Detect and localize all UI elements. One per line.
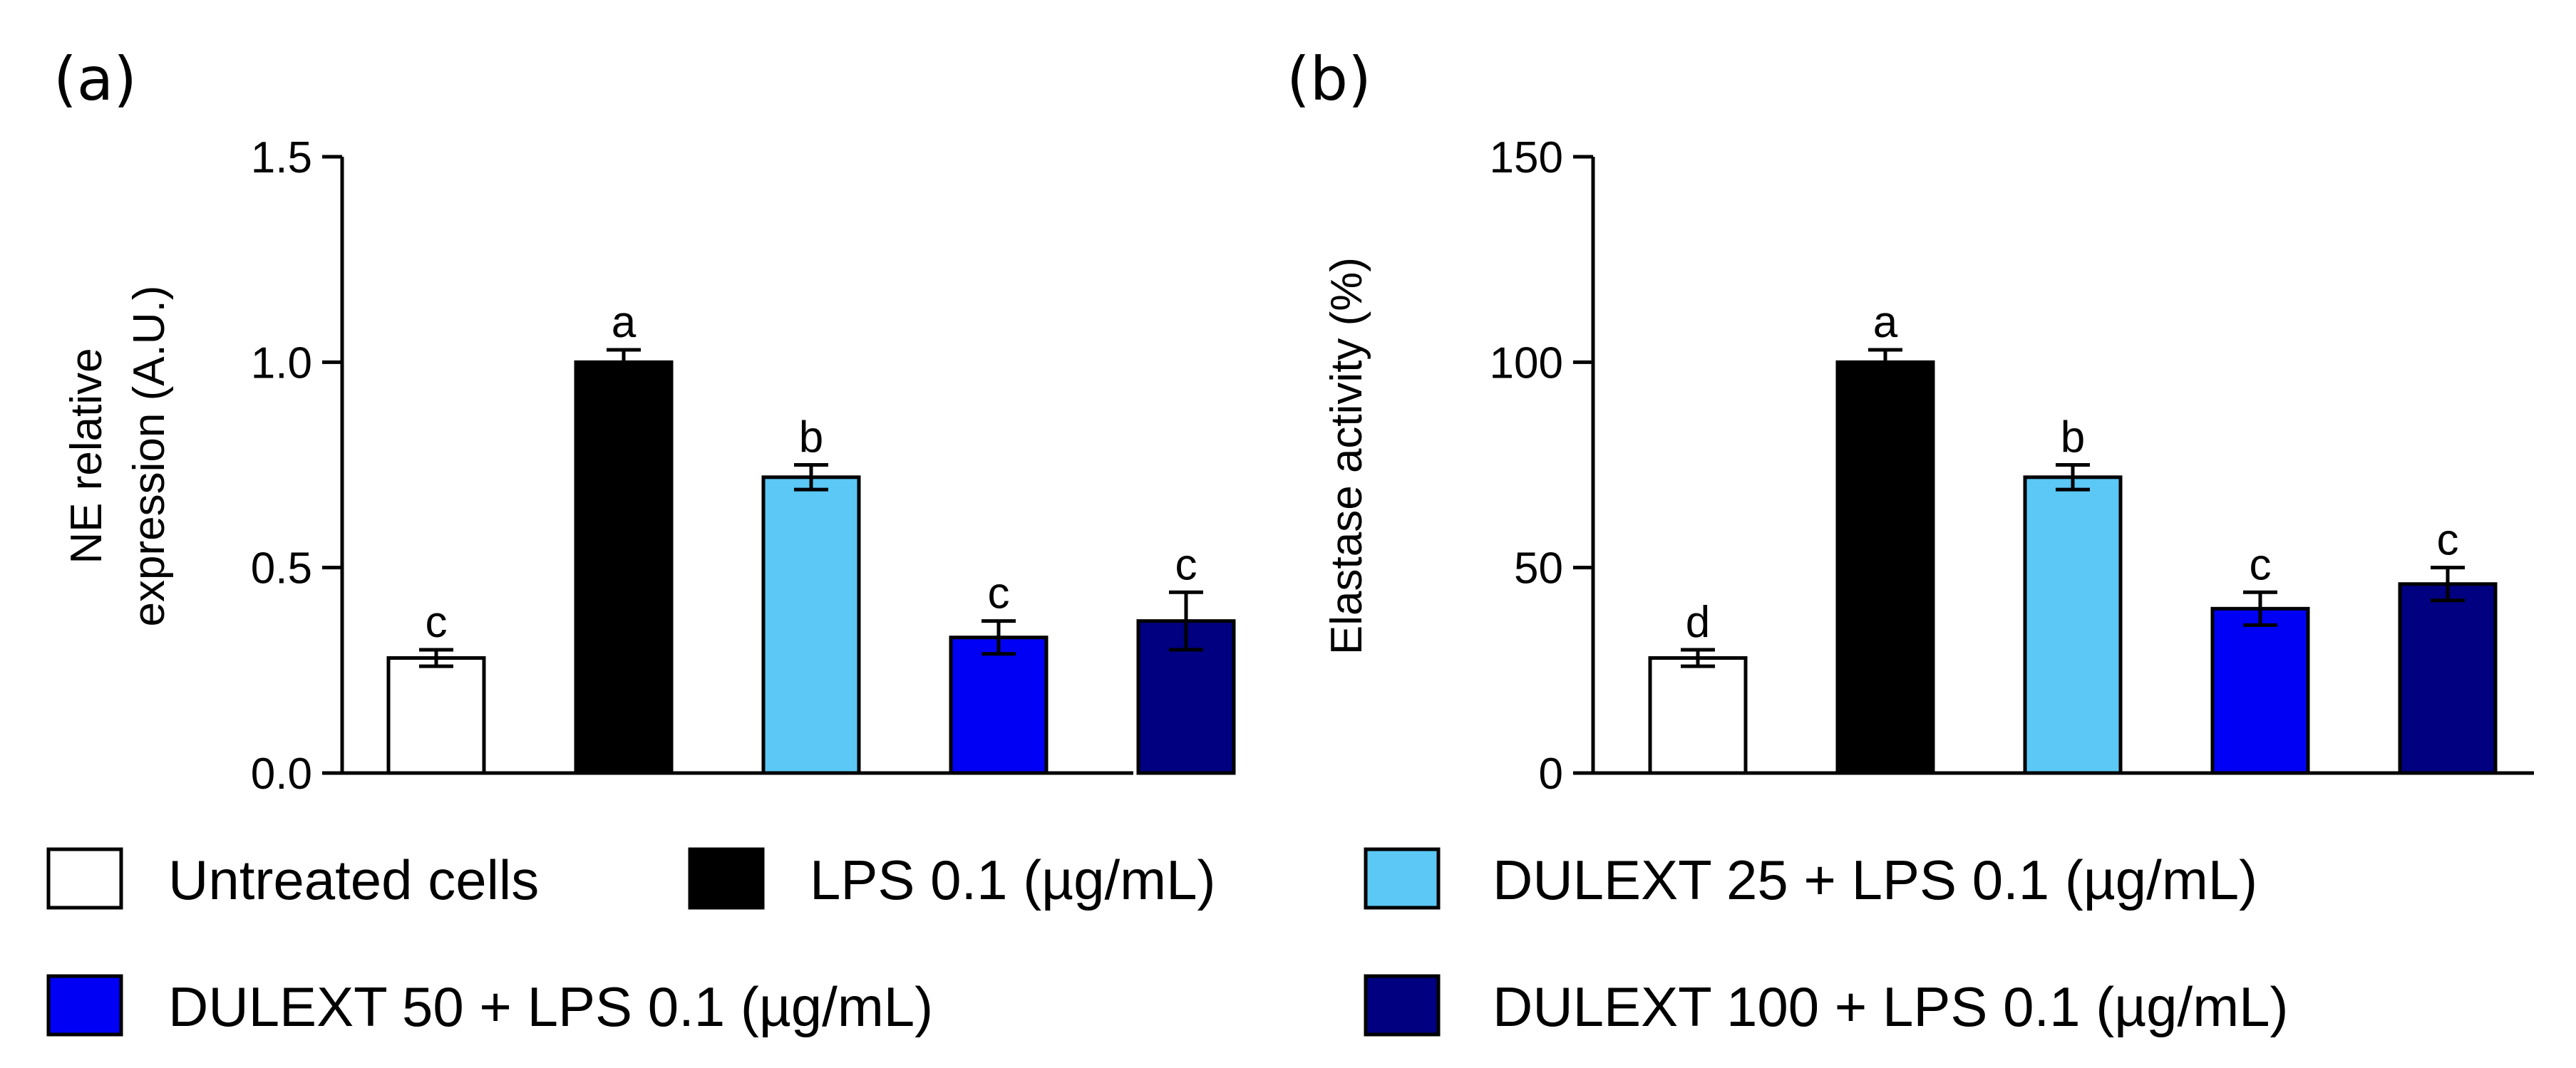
significance-label: a [1873,298,1898,347]
significance-label: c [2437,516,2459,565]
bar [1835,360,1935,775]
legend-label: LPS 0.1 (µg/mL) [810,849,1216,911]
significance-label: a [612,298,637,347]
y-tick-label: 1.0 [251,338,312,388]
legend-label: DULEXT 100 + LPS 0.1 (µg/mL) [1493,975,2289,1038]
bar-group-3: b [761,413,861,775]
bar [1648,656,1748,775]
bar-group-4: c [949,569,1049,775]
y-tick-label: 0 [1539,750,1563,799]
bar [1136,619,1236,775]
bars-group: d a b c c [1648,298,2498,775]
bar-group-1: d [1648,598,1748,775]
legend-label: DULEXT 50 + LPS 0.1 (µg/mL) [168,975,933,1038]
legend-swatch [1364,847,1441,910]
legend-swatch [46,847,123,910]
significance-label: b [799,413,823,462]
y-axis-ticks: 0 50 100 150 [1490,133,1593,799]
y-axis-ticks: 0.0 0.5 1.0 1.5 [251,133,342,799]
bar-group-2: a [1835,298,1935,775]
y-tick-label: 150 [1490,133,1563,182]
bar-group-2: a [574,298,674,775]
chart-panel-a: (a) NE relative expression (A.U.) 0.0 0.5… [53,44,1236,799]
significance-label: d [1686,598,1710,647]
bars-group: c a b c c [386,298,1236,775]
y-tick-label: 0.0 [251,750,312,799]
y-axis-label-line-1: NE relative [62,348,111,564]
bar [2023,475,2123,775]
legend-entry-dulext50: DULEXT 50 + LPS 0.1 (µg/mL) [46,974,933,1038]
panel-label-b: (b) [1287,44,1371,114]
significance-label: c [2250,540,2272,589]
y-axis-label-line-2: expression (A.U.) [125,286,174,627]
significance-label: c [1175,540,1197,589]
bar [386,656,486,775]
y-axis-label: Elastase activity (%) [1322,257,1371,655]
bar-group-5: c [2398,516,2498,775]
bar-group-5: c [1136,540,1236,775]
legend-label: Untreated cells [168,849,539,911]
legend-entry-dulext25: DULEXT 25 + LPS 0.1 (µg/mL) [1364,847,2257,911]
y-tick-label: 1.5 [251,133,312,182]
bar [574,360,674,775]
bar-group-3: b [2023,413,2123,775]
legend-entry-untreated: Untreated cells [46,847,539,911]
significance-label: c [988,569,1010,618]
legend: Untreated cells LPS 0.1 (µg/mL) DULEXT 2… [46,847,2289,1038]
chart-panel-b: (b) Elastase activity (%) 0 50 100 150 d a b c… [1287,44,2534,799]
y-tick-label: 100 [1490,338,1563,388]
legend-entry-dulext100: DULEXT 100 + LPS 0.1 (µg/mL) [1364,974,2289,1038]
legend-label: DULEXT 25 + LPS 0.1 (µg/mL) [1493,849,2257,911]
y-tick-label: 0.5 [251,544,312,593]
legend-swatch [46,974,123,1037]
significance-label: b [2061,413,2085,462]
bar-group-1: c [386,598,486,775]
legend-swatch [1364,974,1441,1037]
bar [2398,582,2498,775]
bar [2210,606,2310,775]
legend-entry-lps: LPS 0.1 (µg/mL) [688,847,1216,911]
y-tick-label: 50 [1514,544,1563,593]
bar [949,636,1049,775]
legend-swatch [688,847,765,910]
panel-label-a: (a) [53,44,137,114]
bar-group-4: c [2210,540,2310,775]
significance-label: c [426,598,448,647]
bar [761,475,861,775]
